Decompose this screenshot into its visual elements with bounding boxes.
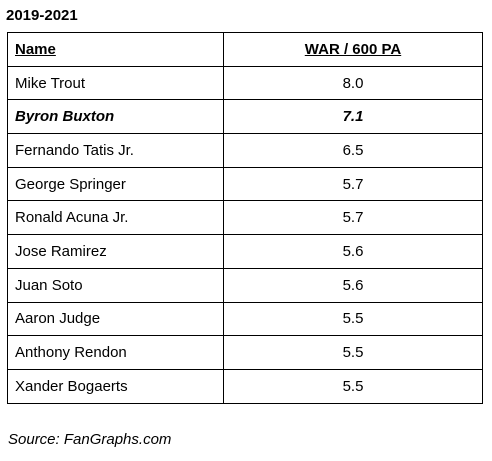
table-header-row: Name WAR / 600 PA	[7, 32, 483, 67]
war-value-cell: 5.7	[223, 200, 483, 236]
table-row: Mike Trout 8.0	[7, 65, 483, 101]
table-row: Jose Ramirez 5.6	[7, 234, 483, 269]
player-name-cell: Xander Bogaerts	[7, 368, 224, 404]
table-row: Anthony Rendon 5.5	[7, 335, 483, 370]
column-header-war: WAR / 600 PA	[223, 32, 483, 67]
war-value-cell: 5.6	[223, 234, 483, 269]
player-name-cell: Mike Trout	[7, 65, 224, 101]
table-row: Fernando Tatis Jr. 6.5	[7, 133, 483, 168]
table-row: George Springer 5.7	[7, 166, 483, 202]
table-row: Ronald Acuna Jr. 5.7	[7, 200, 483, 236]
source-note: Source: FanGraphs.com	[8, 431, 172, 448]
table-row: Juan Soto 5.6	[7, 267, 483, 303]
war-value-cell: 5.5	[223, 368, 483, 404]
table-body: Mike Trout 8.0 Byron Buxton 7.1 Fernando Tat…	[7, 65, 483, 404]
war-value-cell: 6.5	[223, 133, 483, 168]
war-value-cell: 5.7	[223, 166, 483, 202]
player-name-cell: Anthony Rendon	[7, 335, 224, 370]
war-table: Name WAR / 600 PA Mike Trout 8.0 Byron Bux…	[7, 32, 483, 404]
player-name-cell: Aaron Judge	[7, 301, 224, 337]
war-value-cell: 8.0	[223, 65, 483, 101]
player-name-cell: George Springer	[7, 166, 224, 202]
column-header-name: Name	[7, 32, 224, 67]
table-row: Byron Buxton 7.1	[7, 99, 483, 135]
table-row: Aaron Judge 5.5	[7, 301, 483, 337]
player-name-cell: Fernando Tatis Jr.	[7, 133, 224, 168]
war-value-cell: 5.6	[223, 267, 483, 303]
player-name-cell: Juan Soto	[7, 267, 224, 303]
player-name-cell: Byron Buxton	[7, 99, 224, 135]
player-name-cell: Ronald Acuna Jr.	[7, 200, 224, 236]
table-row: Xander Bogaerts 5.5	[7, 368, 483, 404]
war-value-cell: 5.5	[223, 335, 483, 370]
player-name-cell: Jose Ramirez	[7, 234, 224, 269]
war-value-cell: 5.5	[223, 301, 483, 337]
table-title: 2019-2021	[6, 7, 78, 24]
war-value-cell: 7.1	[223, 99, 483, 135]
